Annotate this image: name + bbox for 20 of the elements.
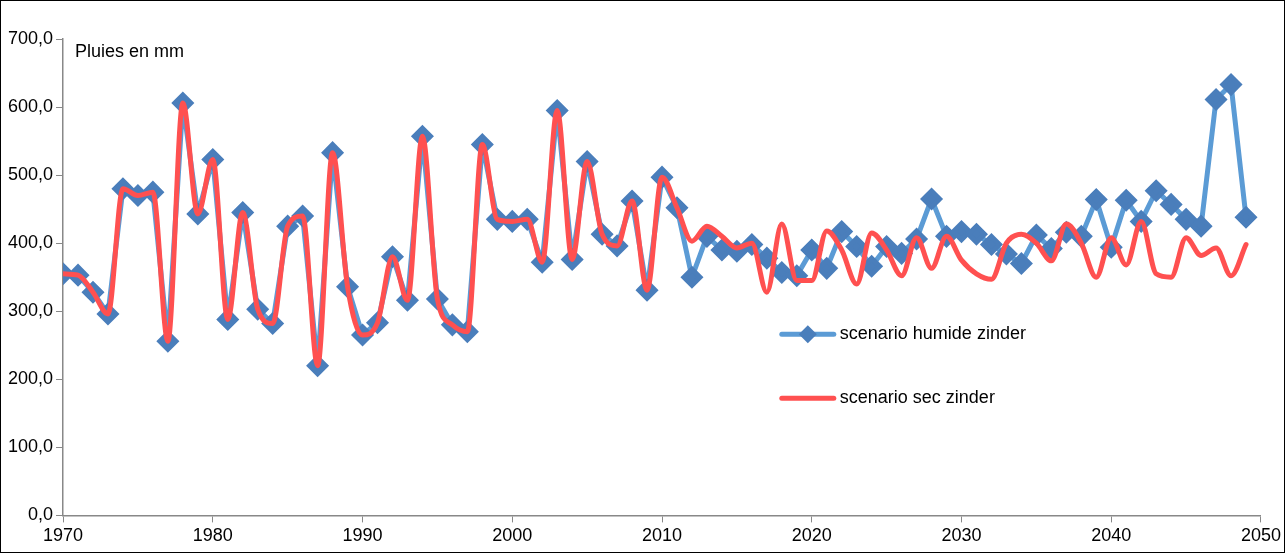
legend-label: scenario sec zinder <box>839 387 995 408</box>
x-tick-label: 2050 <box>1240 525 1281 546</box>
y-tick-label: 700,0 <box>8 27 54 48</box>
y-tick-label: 600,0 <box>8 96 54 117</box>
x-tick-label: 2040 <box>1091 525 1132 546</box>
x-tick-label: 1990 <box>342 525 383 546</box>
y-tick-label: 500,0 <box>8 164 54 185</box>
y-tick-label: 200,0 <box>8 368 54 389</box>
y-tick-label: 300,0 <box>8 300 54 321</box>
legend-label: scenario humide zinder <box>839 323 1026 344</box>
x-tick-label: 2000 <box>492 525 533 546</box>
y-tick-label: 400,0 <box>8 232 54 253</box>
x-tick-label: 2010 <box>641 525 683 546</box>
y-tick-label: 100,0 <box>8 436 54 457</box>
x-tick-label: 2020 <box>791 525 832 546</box>
x-tick-label: 1980 <box>192 525 233 546</box>
x-tick-label: 2030 <box>941 525 982 546</box>
y-tick-label: 0,0 <box>28 504 54 525</box>
x-tick-label: 1970 <box>43 525 84 546</box>
y-axis-title: Pluies en mm <box>75 40 185 61</box>
